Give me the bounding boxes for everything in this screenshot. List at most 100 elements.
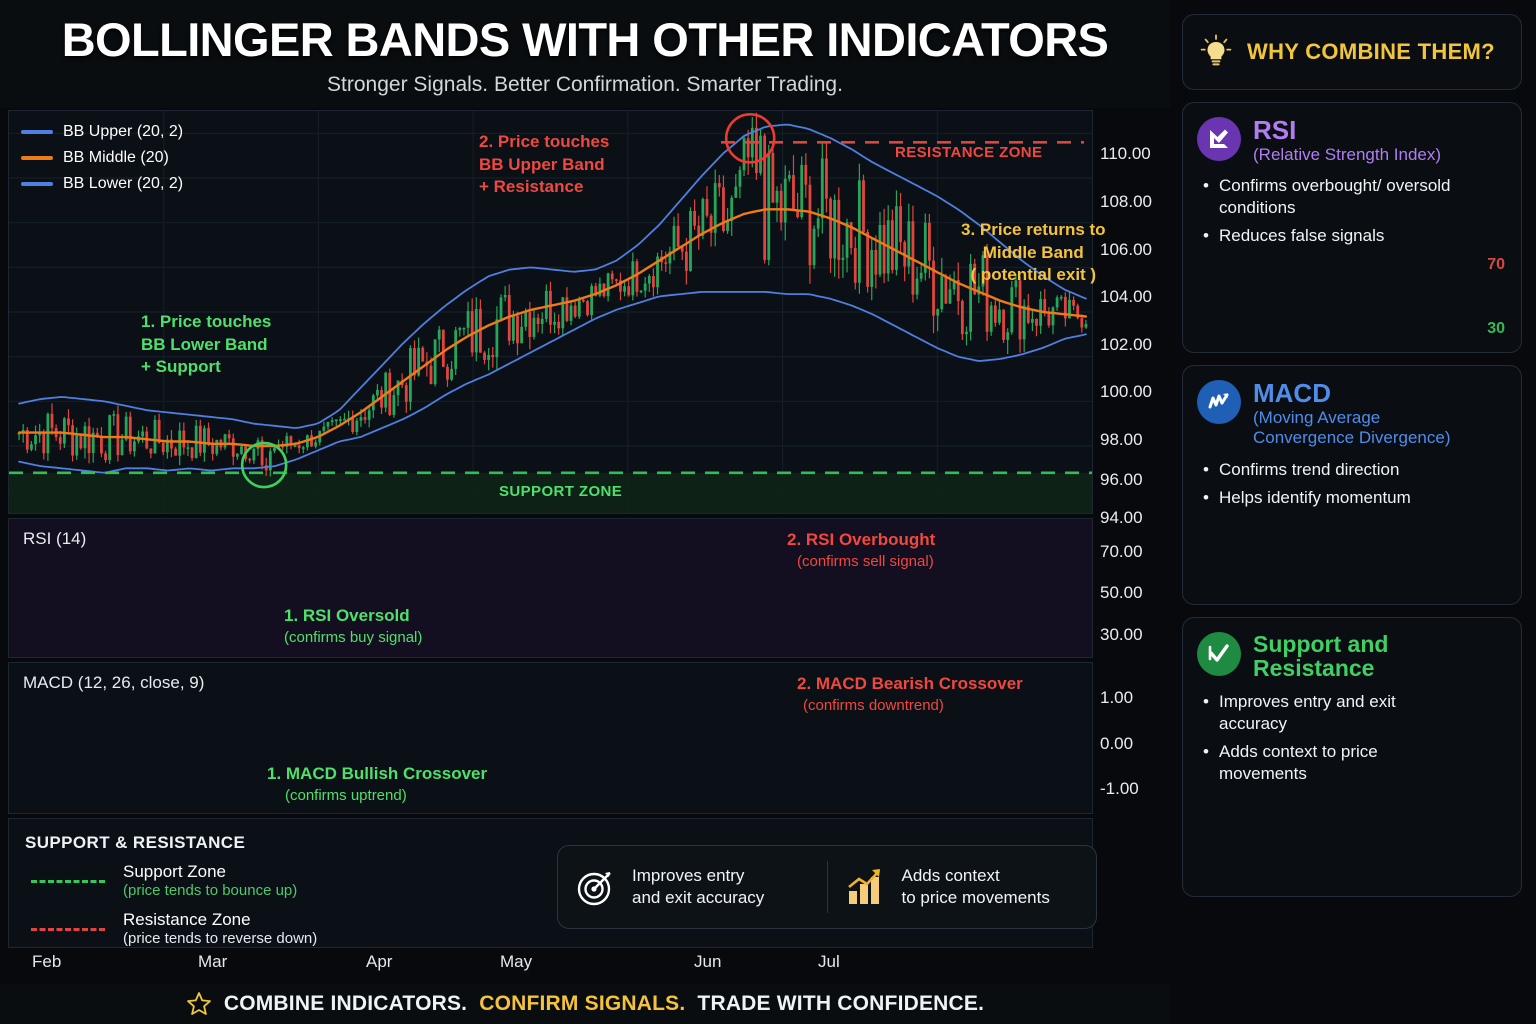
sidebar-card-rsi[interactable]: RSI (Relative Strength Index) • Confirms … [1182,102,1522,354]
macd-panel-title: MACD (12, 26, close, 9) [23,673,205,692]
mini-chart-macd [1197,516,1507,592]
annotation-line: BB Upper Band [479,154,605,174]
benefit-adds-context: Adds context to price movements [828,865,1097,909]
annotation-line: 2. Price touches [479,132,610,151]
resistance-zone-label: RESISTANCE ZONE [895,144,1043,161]
price-chart-panel: BB Upper (20, 2) BB Middle (20) BB Lower… [8,110,1106,514]
page-title: BOLLINGER BANDS WITH OTHER INDICATORS [61,12,1109,66]
sidebar-card-support-resistance[interactable]: Support and Resistance • Improves entry a… [1182,617,1522,897]
card-name-rsi: RSI [1253,115,1297,145]
sidebar: WHY COMBINE THEM? RSI (Relative Strength… [1182,14,1522,909]
lightbulb-icon [1197,33,1235,71]
x-tick-feb: Feb [32,952,62,971]
mini-chart-rsi: 70 30 [1197,254,1507,340]
annotation-line: 2. MACD Bearish Crossover [797,674,1023,693]
footer-text-1: COMBINE INDICATORS. [223,992,468,1015]
bullet-dot: • [1203,742,1209,762]
legend-label-bb-lower: BB Lower (20, 2) [63,175,184,192]
header: BOLLINGER BANDS WITH OTHER INDICATORS St… [0,0,1170,108]
star-icon [186,991,212,1017]
price-y-tick: 94.00 [1100,508,1143,527]
legend-swatch-bb-upper [21,130,53,134]
chart-column: BB Upper (20, 2) BB Middle (20) BB Lower… [8,110,1168,980]
benefits-divider [826,861,828,913]
bullet-item: • Reduces false signals [1203,225,1507,247]
bullet-text: Reduces false signals [1219,226,1385,246]
annotation-price-lower-band: 1. Price touches BB Lower Band + Support [141,311,271,379]
legend-item-bb-upper: BB Upper (20, 2) [21,119,183,145]
card-bullets-sr: • Improves entry and exit accuracy • Adds … [1203,691,1507,785]
mini-chart-candles [1197,792,1507,884]
bullet-text: Confirms trend direction [1219,459,1400,479]
annotation-macd-bullish: 1. MACD Bullish Crossover (confirms uptr… [267,763,487,806]
page-subtitle: Stronger Signals. Better Confirmation. S… [327,72,843,96]
annotation-line: 1. Price touches [141,312,272,331]
resistance-zone-name: Resistance Zone [123,910,251,929]
price-y-tick: 110.00 [1100,144,1151,163]
why-combine-title: WHY COMBINE THEM? [1247,39,1495,64]
legend-label-bb-middle: BB Middle (20) [63,149,169,166]
x-axis-labels: Feb Mar Apr May Jun Jul [8,952,1093,982]
footer-text-3: TRADE WITH CONFIDENCE. [697,992,985,1015]
bullet-item: • Improves entry and exit accuracy [1203,691,1507,735]
bullet-item: • Confirms overbought/ oversold condition… [1203,175,1507,219]
annotation-line: 1. MACD Bullish Crossover [267,764,488,783]
bar-chart-icon [844,865,888,909]
annotation-rsi-overbought: 2. RSI Overbought (confirms sell signal) [787,529,935,572]
support-zone-label: SUPPORT ZONE [499,483,623,500]
annotation-line: + Resistance [479,177,584,197]
support-zone-note: (price tends to bounce up) [123,882,298,900]
legend-swatch-bb-middle [21,156,53,160]
sidebar-card-macd[interactable]: MACD (Moving Average Convergence Diverge… [1182,365,1522,606]
legend-label-bb-upper: BB Upper (20, 2) [63,123,184,140]
card-bullets-rsi: • Confirms overbought/ oversold condition… [1203,175,1507,247]
annotation-line: 2. RSI Overbought [787,530,936,549]
sr-legend-title: SUPPORT & RESISTANCE [25,833,246,852]
bullet-item: • Adds context to price movements [1203,741,1507,785]
rsi-icon [1197,117,1241,161]
macd-y-tick: -1.00 [1100,779,1139,798]
benefit-line-2: and exit accuracy [632,888,765,907]
annotation-macd-bearish: 2. MACD Bearish Crossover (confirms down… [797,673,1023,716]
card-name-macd: MACD [1253,378,1331,409]
price-y-tick: 96.00 [1100,470,1143,489]
footer-text-2: CONFIRM SIGNALS. [479,992,686,1015]
rsi-y-tick: 50.00 [1100,583,1143,602]
legend-item-bb-middle: BB Middle (20) [21,145,183,171]
resistance-dash-swatch [31,927,105,931]
macd-y-tick: 0.00 [1100,734,1134,753]
card-subtitle-macd: (Moving Average Convergence Divergence) [1253,407,1451,448]
card-subtitle-rsi: (Relative Strength Index) [1253,144,1442,164]
annotation-rsi-oversold: 1. RSI Oversold (confirms buy signal) [284,605,422,648]
x-tick-mar: Mar [198,952,228,971]
footer-bar: COMBINE INDICATORS. CONFIRM SIGNALS. TRA… [0,984,1170,1024]
annotation-price-upper-band: 2. Price touches BB Upper Band + Resista… [479,131,609,199]
price-y-tick: 108.00 [1100,192,1152,211]
macd-panel: MACD (12, 26, close, 9) 1. MACD Bullish … [8,662,1093,814]
bb-legend: BB Upper (20, 2) BB Middle (20) BB Lower… [21,119,183,197]
support-resistance-legend-panel: SUPPORT & RESISTANCE Support Zone (price… [8,818,1097,948]
resistance-zone-note: (price tends to reverse down) [123,930,318,948]
annotation-line: (confirms uptrend) [285,786,407,804]
bullet-text: Confirms overbought/ oversold conditions [1219,175,1451,217]
bullet-dot: • [1203,488,1209,508]
rsi-panel-title: RSI (14) [23,529,87,548]
legend-item-bb-lower: BB Lower (20, 2) [21,171,183,197]
annotation-line: (confirms buy signal) [284,628,423,646]
macd-y-tick: 1.00 [1100,688,1134,707]
support-dash-swatch [31,879,105,883]
price-y-tick: 102.00 [1100,335,1152,354]
x-tick-apr: Apr [366,952,393,971]
annotation-line: (confirms sell signal) [797,552,934,570]
check-icon [1197,632,1241,677]
card-bullets-macd: • Confirms trend direction • Helps identif… [1203,459,1507,510]
bullet-item: • Confirms trend direction [1203,459,1507,481]
sr-legend-row-support: Support Zone (price tends to bounce up) [31,861,297,901]
x-tick-may: May [500,952,533,971]
rsi-y-tick: 30.00 [1100,625,1143,644]
bullet-dot: • [1203,459,1209,479]
benefit-line-1: Adds context [901,866,1000,886]
rsi-y-tick: 70.00 [1100,542,1143,561]
target-icon [574,865,618,909]
annotation-line: ( potential exit ) [970,265,1097,285]
